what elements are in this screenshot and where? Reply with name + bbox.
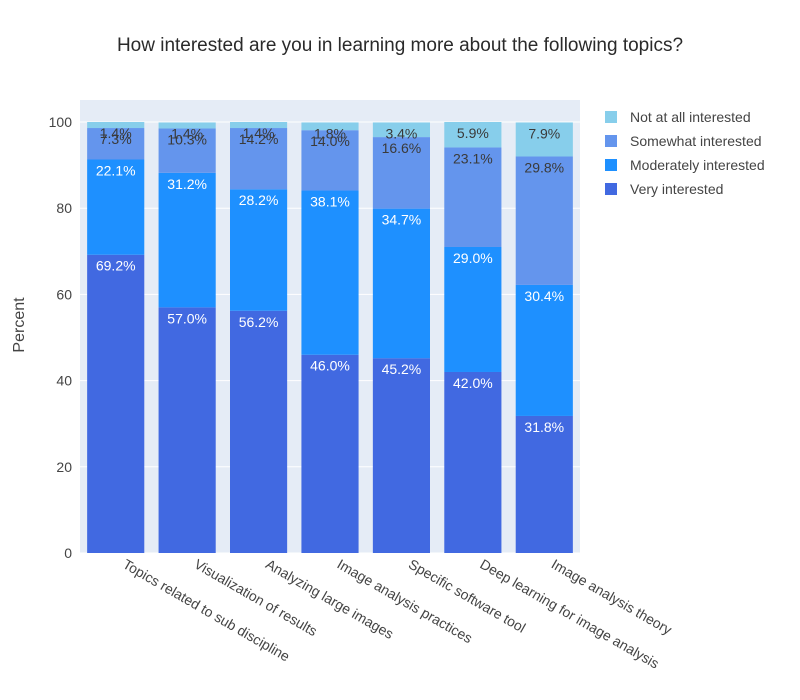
bar-not-at-all-interested-5 <box>444 122 502 148</box>
y-tick-label: 20 <box>56 459 72 475</box>
legend-label-moderately-interested: Moderately interested <box>630 157 765 173</box>
bar-very-interested-2 <box>230 310 288 553</box>
y-tick-label: 0 <box>64 545 72 561</box>
legend-swatch-not-at-all-interested <box>605 111 617 123</box>
data-label-very-interested-0: 69.2% <box>96 258 136 274</box>
data-label-not-at-all-interested-4: 3.4% <box>385 125 417 141</box>
bar-moderately-interested-3 <box>301 190 359 355</box>
bar-not-at-all-interested-4 <box>372 122 430 138</box>
bar-very-interested-6 <box>515 415 573 553</box>
legend-label-very-interested: Very interested <box>630 181 723 197</box>
y-axis: 0 20 40 60 80 100 <box>49 114 73 561</box>
bar-not-at-all-interested-2 <box>230 122 288 129</box>
data-label-very-interested-3: 46.0% <box>310 358 350 374</box>
data-label-not-at-all-interested-0: 1.4% <box>100 125 132 141</box>
data-label-moderately-interested-3: 38.1% <box>310 194 350 210</box>
data-label-moderately-interested-4: 34.7% <box>382 212 422 228</box>
bar-very-interested-0 <box>87 254 145 554</box>
data-label-somewhat-interested-0: 7.3% <box>100 131 132 147</box>
bar-moderately-interested-1 <box>158 172 216 308</box>
bar-moderately-interested-0 <box>87 159 145 255</box>
y-axis-label: Percent <box>11 297 28 353</box>
data-label-somewhat-interested-4: 16.6% <box>382 140 422 156</box>
legend-swatch-very-interested <box>605 183 617 195</box>
bar-moderately-interested-4 <box>372 208 430 359</box>
data-label-not-at-all-interested-2: 1.4% <box>243 125 275 141</box>
data-label-not-at-all-interested-1: 1.4% <box>171 125 203 141</box>
data-label-very-interested-1: 57.0% <box>167 310 207 326</box>
data-label-somewhat-interested-2: 14.2% <box>239 131 279 147</box>
bar-not-at-all-interested-3 <box>301 122 359 131</box>
data-label-very-interested-2: 56.2% <box>239 314 279 330</box>
bar-somewhat-interested-6 <box>515 156 573 285</box>
bar-very-interested-3 <box>301 354 359 553</box>
data-label-somewhat-interested-6: 29.8% <box>524 159 564 175</box>
bar-somewhat-interested-5 <box>444 147 502 247</box>
data-label-somewhat-interested-5: 23.1% <box>453 150 493 166</box>
y-tick-label: 100 <box>49 114 73 130</box>
data-label-moderately-interested-2: 28.2% <box>239 192 279 208</box>
legend: Not at all interested Somewhat interested… <box>605 109 765 197</box>
bar-moderately-interested-5 <box>444 246 502 372</box>
chart-title: How interested are you in learning more … <box>117 35 683 56</box>
y-tick-label: 40 <box>56 373 72 389</box>
legend-label-not-at-all-interested: Not at all interested <box>630 109 751 125</box>
data-label-moderately-interested-6: 30.4% <box>524 288 564 304</box>
bar-very-interested-4 <box>372 358 430 553</box>
data-labels: 69.2%22.1%7.3%1.4%57.0%31.2%10.3%1.4%56.… <box>96 125 564 435</box>
legend-swatch-somewhat-interested <box>605 135 617 147</box>
y-tick-label: 60 <box>56 286 72 302</box>
bar-not-at-all-interested-6 <box>515 122 573 157</box>
data-label-very-interested-6: 31.8% <box>524 419 564 435</box>
data-label-not-at-all-interested-5: 5.9% <box>457 125 489 141</box>
data-label-somewhat-interested-1: 10.3% <box>167 131 207 147</box>
data-label-moderately-interested-5: 29.0% <box>453 250 493 266</box>
data-label-not-at-all-interested-6: 7.9% <box>528 125 560 141</box>
bar-somewhat-interested-3 <box>301 130 359 191</box>
data-label-very-interested-5: 42.0% <box>453 375 493 391</box>
bar-moderately-interested-6 <box>515 284 573 416</box>
bar-very-interested-1 <box>158 307 216 553</box>
bar-somewhat-interested-0 <box>87 128 145 160</box>
data-label-moderately-interested-0: 22.1% <box>96 162 136 178</box>
bar-very-interested-5 <box>444 371 502 553</box>
bar-not-at-all-interested-1 <box>158 122 216 129</box>
bar-somewhat-interested-4 <box>372 137 430 209</box>
bar-somewhat-interested-2 <box>230 128 288 190</box>
data-label-not-at-all-interested-3: 1.8% <box>314 125 346 141</box>
data-label-somewhat-interested-3: 14.0% <box>310 133 350 149</box>
data-label-moderately-interested-1: 31.2% <box>167 176 207 192</box>
bars <box>87 122 573 554</box>
bar-not-at-all-interested-0 <box>87 122 145 129</box>
y-tick-label: 80 <box>56 200 72 216</box>
data-label-very-interested-4: 45.2% <box>382 361 422 377</box>
legend-label-somewhat-interested: Somewhat interested <box>630 133 762 149</box>
bar-somewhat-interested-1 <box>158 128 216 173</box>
legend-swatch-moderately-interested <box>605 159 617 171</box>
bar-moderately-interested-2 <box>230 189 288 311</box>
